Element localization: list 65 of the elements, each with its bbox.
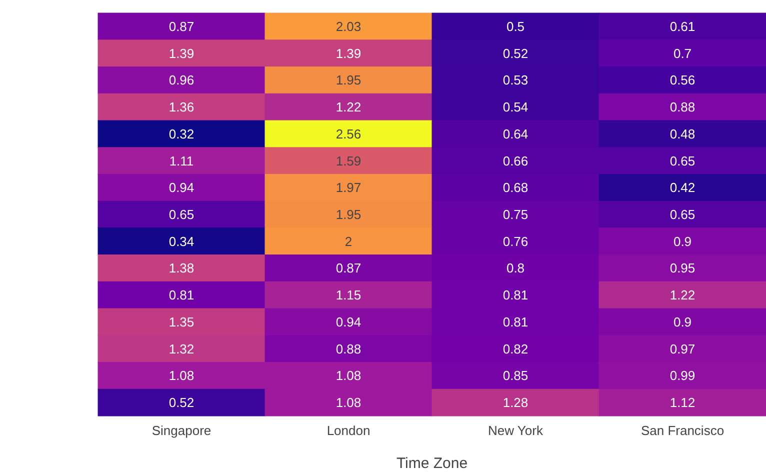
data-label: 0.66: [502, 153, 528, 168]
data-label: 2.56: [336, 126, 362, 142]
data-label: 0.95: [670, 260, 696, 276]
data-label: 0.96: [168, 72, 194, 88]
data-label: 0.65: [670, 153, 696, 168]
data-label: 2.03: [336, 18, 362, 34]
data-label: 0.87: [168, 18, 194, 34]
data-label: 0.7: [673, 46, 692, 61]
data-label: 1.11: [169, 153, 194, 168]
data-label: 1.08: [168, 368, 194, 384]
data-label: 0.85: [502, 368, 528, 384]
data-label: 0.61: [670, 18, 696, 34]
data-label: 0.76: [502, 234, 528, 249]
x-tick-label: New York: [488, 423, 544, 438]
data-label: 0.94: [168, 180, 194, 196]
data-label: 1.95: [336, 207, 362, 222]
data-label: 0.56: [670, 72, 696, 88]
data-label: 1.32: [168, 341, 194, 356]
data-label: 0.48: [670, 126, 696, 142]
data-label: 1.95: [336, 72, 362, 88]
data-label: 1.39: [336, 46, 362, 61]
data-label: 0.87: [336, 260, 362, 276]
data-label: 1.38: [168, 260, 194, 276]
data-label: 2: [344, 234, 352, 249]
data-label: 0.65: [168, 207, 194, 222]
data-label: 0.68: [502, 180, 528, 196]
data-label: 0.34: [168, 234, 194, 249]
x-tick-label: London: [326, 423, 370, 438]
x-axis-title: Time Zone: [396, 455, 468, 472]
data-label: 0.94: [336, 314, 362, 330]
data-label: 0.88: [336, 341, 362, 356]
data-label: 0.65: [670, 207, 696, 222]
data-label: 0.5: [506, 18, 525, 34]
data-label: 0.52: [168, 395, 194, 410]
data-label: 0.75: [502, 207, 528, 222]
data-label: 0.9: [673, 314, 692, 330]
data-label: 1.35: [168, 314, 194, 330]
data-label: 1.36: [168, 100, 194, 115]
data-label: 1.15: [336, 288, 362, 303]
data-label: 0.9: [673, 234, 692, 249]
data-label: 0.32: [168, 126, 194, 142]
data-label: 1.59: [336, 153, 362, 168]
data-label: 1.08: [336, 395, 362, 410]
x-tick-label: San Francisco: [640, 423, 724, 438]
data-label: 1.22: [336, 100, 362, 115]
data-label: 1.08: [336, 368, 362, 384]
data-label: 1.12: [670, 395, 696, 410]
data-label: 0.53: [502, 72, 528, 88]
data-label: 0.82: [502, 341, 528, 356]
data-label: 0.54: [502, 100, 528, 115]
data-label: 0.8: [506, 260, 525, 276]
data-label: 1.28: [502, 395, 528, 410]
data-label: 0.42: [670, 180, 696, 196]
x-tick-label: Singapore: [152, 423, 212, 438]
data-label: 1.97: [336, 180, 362, 196]
data-label: 0.88: [670, 100, 696, 115]
data-label: 0.81: [502, 288, 528, 303]
data-label: 1.39: [168, 46, 194, 61]
data-label: 0.52: [502, 46, 528, 61]
data-label: 0.99: [670, 368, 696, 384]
data-label: 0.81: [502, 314, 528, 330]
data-label: 0.97: [670, 341, 696, 356]
data-label: 1.22: [670, 288, 696, 303]
data-label: 0.64: [502, 126, 528, 142]
data-label: 0.81: [168, 288, 194, 303]
